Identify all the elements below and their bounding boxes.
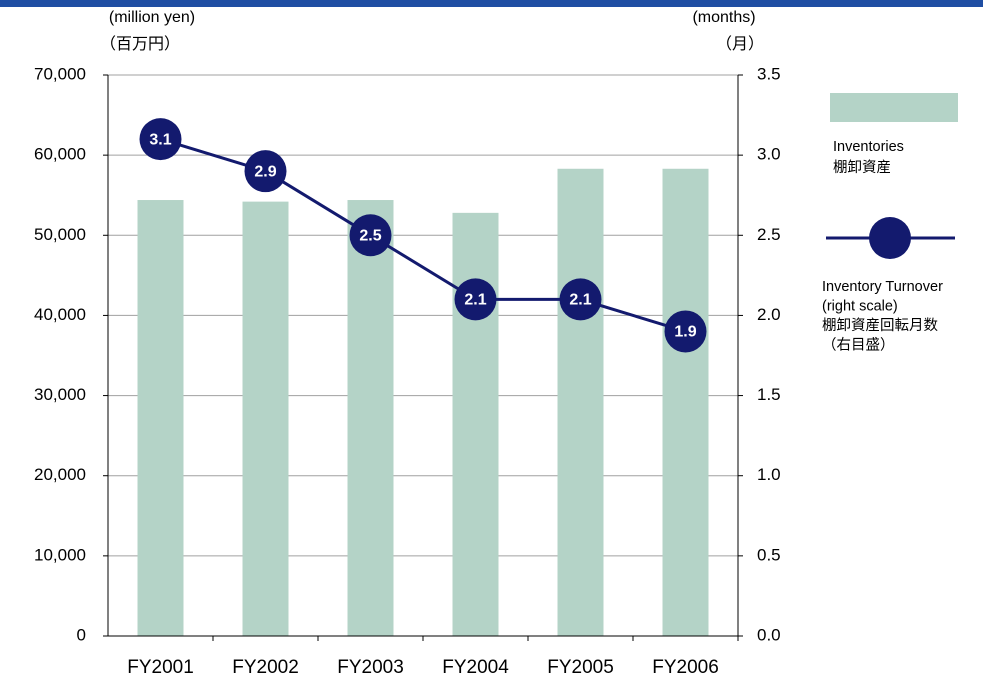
data-label: 3.1 [149,131,171,148]
data-label: 1.9 [674,324,696,341]
y-tick-label: 60,000 [34,145,86,164]
y2-axis-label: (months) [692,9,755,26]
data-label: 2.5 [359,228,381,245]
top-band [0,0,983,7]
y2-tick-label: 0.0 [757,625,781,644]
y2-tick-label: 1.0 [757,465,781,484]
y2-tick-label: 0.5 [757,545,781,564]
x-tick-label: FY2003 [337,657,404,678]
legend-label: 棚卸資産回転月数 [822,317,938,334]
data-label: 2.1 [464,292,486,309]
y2-tick-label: 2.5 [757,225,781,244]
y-tick-label: 50,000 [34,225,86,244]
y-tick-label: 70,000 [34,64,86,83]
data-label: 2.9 [254,163,276,180]
legend-label: （右目盛） [822,336,895,353]
legend-label: Inventories [833,139,904,155]
x-tick-label: FY2002 [232,657,299,678]
line-marker [349,214,392,257]
x-tick-label: FY2004 [442,657,509,678]
legend-marker [869,217,911,259]
y2-tick-label: 2.0 [757,305,781,324]
legend-label: 棚卸資産 [833,159,891,176]
y2-tick-label: 3.0 [757,145,781,164]
bar [557,168,604,636]
y-tick-label: 20,000 [34,465,86,484]
x-tick-label: FY2006 [652,657,719,678]
bar [452,212,499,637]
line-marker [559,278,602,321]
y-tick-label: 0 [77,625,86,644]
legend-label: (right scale) [822,298,898,314]
y2-axis-label-ja: （月） [716,35,764,53]
y-tick-label: 10,000 [34,545,86,564]
y2-tick-label: 3.5 [757,64,781,83]
y-axis-label-ja: （百万円） [100,35,180,53]
data-label: 2.1 [569,292,591,309]
bar [662,168,709,636]
x-tick-label: FY2005 [547,657,614,678]
line-marker [664,310,707,353]
y-axis-label: (million yen) [109,9,195,26]
legend-label: Inventory Turnover [822,279,943,295]
bar [137,200,184,636]
y-tick-label: 40,000 [34,305,86,324]
x-tick-label: FY2001 [127,657,194,678]
line-marker [244,150,287,193]
legend-swatch [830,93,958,122]
y-tick-label: 30,000 [34,385,86,404]
bar [242,201,289,636]
bar [347,200,394,636]
line-marker [454,278,497,321]
line-marker [139,118,182,161]
y2-tick-label: 1.5 [757,385,781,404]
